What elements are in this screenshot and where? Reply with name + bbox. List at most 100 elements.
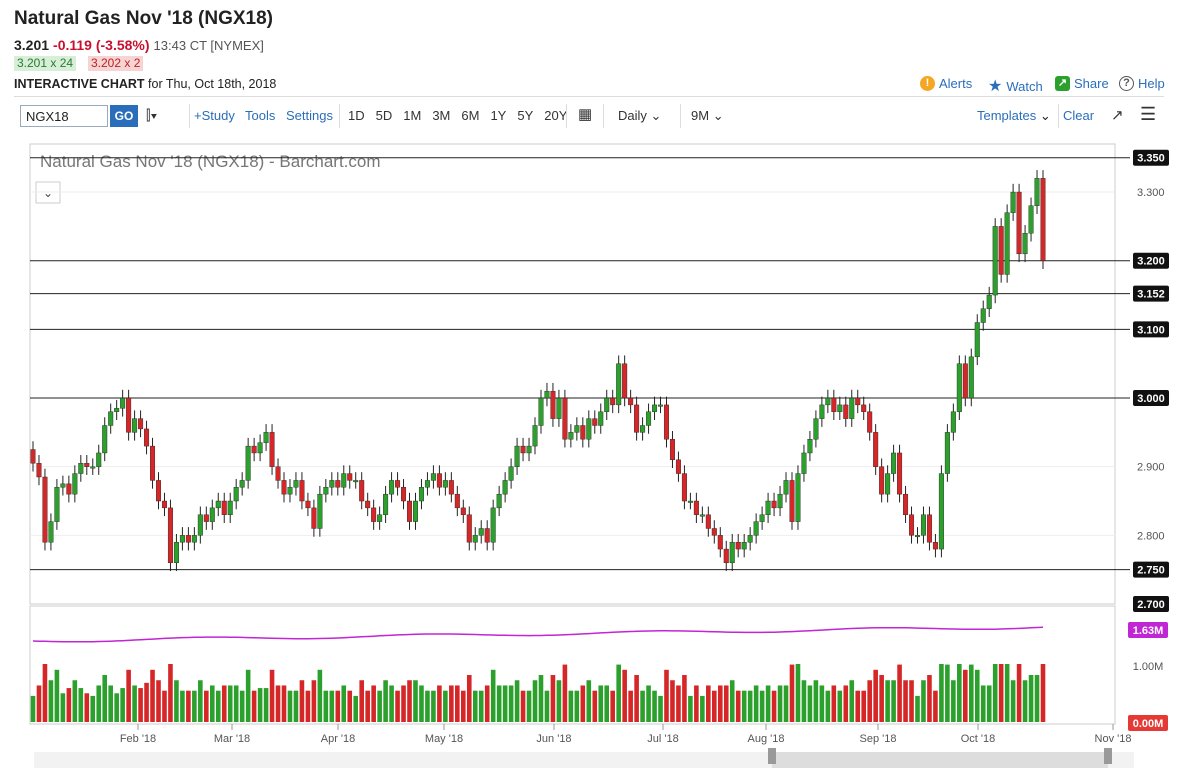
volume-bar xyxy=(801,680,807,722)
candle-body xyxy=(30,449,36,464)
volume-bar xyxy=(712,690,717,722)
volume-bar xyxy=(837,690,843,722)
volume-bar xyxy=(1034,675,1040,722)
candle-body xyxy=(60,483,66,488)
quote-line: 3.201 -0.119 (-3.58%) 13:43 CT [NYMEX] xyxy=(14,37,264,53)
settings-button[interactable]: Settings xyxy=(286,108,333,123)
volume-bar xyxy=(670,680,675,722)
candle-body xyxy=(825,397,831,406)
watch-button[interactable]: ★ Watch xyxy=(988,76,1043,96)
volume-bar xyxy=(311,680,317,722)
study-button[interactable]: +Study xyxy=(194,108,235,123)
tools-button[interactable]: Tools xyxy=(245,108,276,123)
volume-bar xyxy=(502,685,508,722)
candle-body xyxy=(932,542,938,550)
volume-bar xyxy=(861,690,867,722)
volume-bar xyxy=(359,680,364,722)
volume-bar xyxy=(407,680,412,722)
period-20y[interactable]: 20Y xyxy=(544,108,568,123)
volume-bar xyxy=(927,675,932,722)
volume-bar xyxy=(395,690,400,722)
volume-bar xyxy=(419,685,424,722)
candle-body xyxy=(717,535,723,550)
volume-bar xyxy=(783,685,789,722)
volume-bar xyxy=(980,685,986,722)
candle-body xyxy=(658,404,664,407)
range-value: 9M xyxy=(691,108,710,123)
volume-bar xyxy=(891,680,896,722)
volume-bar xyxy=(795,664,801,722)
volume-bar xyxy=(108,685,113,722)
interactive-chart-label: INTERACTIVE CHART for Thu, Oct 18th, 201… xyxy=(14,77,276,91)
menu-icon[interactable]: ☰ xyxy=(1140,104,1157,124)
volume-bar xyxy=(150,669,155,722)
templates-button[interactable]: Templates ⌄ xyxy=(977,108,1051,124)
volume-bar xyxy=(526,690,532,722)
period-1d[interactable]: 1D xyxy=(348,108,365,123)
period-5y[interactable]: 5Y xyxy=(517,108,534,123)
period-5d[interactable]: 5D xyxy=(375,108,393,123)
volume-bar xyxy=(329,690,335,722)
period-1y[interactable]: 1Y xyxy=(490,108,507,123)
volume-bar xyxy=(102,675,108,722)
candle-body xyxy=(962,363,968,399)
volume-bar xyxy=(855,690,861,722)
help-button[interactable]: ? Help xyxy=(1119,76,1165,91)
candle-body xyxy=(281,480,287,495)
scroll-handle-right[interactable] xyxy=(1104,748,1112,764)
candle-body xyxy=(807,439,813,454)
candle-body xyxy=(377,514,383,522)
period-6m[interactable]: 6M xyxy=(461,108,480,123)
volume-bar xyxy=(275,685,281,722)
candle-body xyxy=(412,500,418,522)
clear-button[interactable]: Clear xyxy=(1063,108,1095,123)
candle-body xyxy=(1028,205,1034,234)
candle-body xyxy=(353,480,359,483)
go-button[interactable]: GO xyxy=(110,105,138,127)
volume-bar xyxy=(741,690,747,722)
share-button[interactable]: ↗ Share xyxy=(1055,76,1109,91)
candle-body xyxy=(753,521,759,536)
candle-body xyxy=(233,487,239,502)
volume-bar xyxy=(198,680,203,722)
scroll-handle-left[interactable] xyxy=(768,748,776,764)
period-1m[interactable]: 1M xyxy=(403,108,422,123)
candle-body xyxy=(179,535,185,543)
candle-body xyxy=(126,397,132,433)
volume-bar xyxy=(765,685,771,722)
candle-body xyxy=(705,514,711,529)
candle-body xyxy=(914,535,920,538)
candle-body xyxy=(592,418,598,426)
candle-body xyxy=(759,514,765,522)
symbol-input[interactable]: NGX18 xyxy=(20,105,108,127)
toolbar-divider xyxy=(603,104,604,128)
calendar-icon[interactable]: ▦ xyxy=(578,106,593,123)
scroll-window[interactable] xyxy=(772,752,1108,768)
volume-bar xyxy=(628,690,633,722)
star-icon: ★ xyxy=(988,78,1003,95)
candle-body xyxy=(640,425,646,433)
volume-bar xyxy=(508,685,514,722)
candle-body xyxy=(938,473,944,550)
candle-body xyxy=(538,397,544,426)
candle-body xyxy=(263,432,269,443)
chart-type-icon[interactable]: ⫿▾ xyxy=(146,107,158,123)
x-tick-label: Oct '18 xyxy=(961,733,996,745)
price-label-box xyxy=(1133,149,1169,166)
volume-bar xyxy=(622,669,627,722)
volume-bar xyxy=(873,669,878,722)
volume-bar xyxy=(951,680,956,722)
alerts-button[interactable]: ! Alerts xyxy=(920,76,972,91)
volume-bar xyxy=(640,690,645,722)
interval-select[interactable]: Daily ⌄ xyxy=(618,108,661,124)
candle-body xyxy=(407,500,413,522)
range-select[interactable]: 9M ⌄ xyxy=(691,108,724,124)
volume-bar xyxy=(974,669,980,722)
candle-body xyxy=(777,493,783,509)
draw-arrow-icon[interactable]: ↗ xyxy=(1111,107,1124,124)
chevron-down-icon: ⌄ xyxy=(43,186,53,200)
candle-body xyxy=(496,493,502,509)
volume-axis-label: 1.63M xyxy=(1133,625,1164,637)
candle-body xyxy=(221,500,227,515)
period-3m[interactable]: 3M xyxy=(432,108,451,123)
